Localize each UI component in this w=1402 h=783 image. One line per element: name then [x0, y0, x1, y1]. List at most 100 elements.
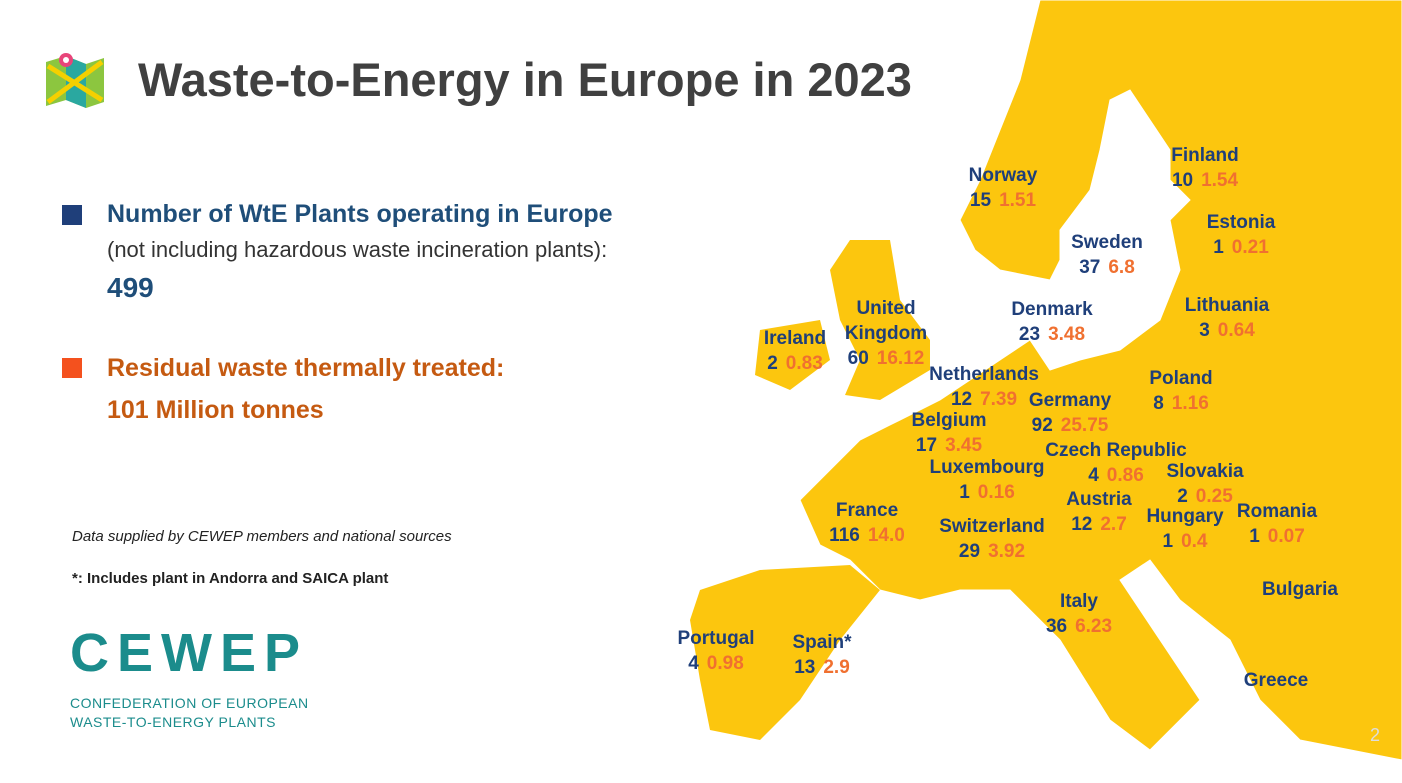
country-values: 17 3.45 [912, 433, 987, 458]
country-label: United Kingdom 60 16.12 [836, 296, 936, 371]
plant-count: 116 [829, 525, 860, 546]
country-name: Czech Republic [1045, 440, 1187, 461]
country-values: 23 3.48 [1011, 322, 1092, 347]
country-name: Belgium [911, 410, 987, 431]
plant-count: 12 [950, 389, 973, 410]
country-values: 8 1.16 [1149, 391, 1212, 416]
country-label: Sweden 37 6.8 [1071, 230, 1143, 280]
country-values: 37 6.8 [1071, 255, 1143, 280]
country-name: Luxembourg [929, 457, 1045, 478]
country-values: 92 25.75 [1029, 413, 1111, 438]
tonnes: 25.75 [1060, 415, 1109, 436]
country-label: Slovakia 2 0.25 [1166, 459, 1243, 509]
country-values: 1 0.16 [929, 480, 1044, 505]
country-name: Slovakia [1166, 461, 1244, 482]
country-name: Bulgaria [1261, 579, 1339, 600]
plant-count: 10 [1171, 170, 1194, 191]
legend-label: Number of WtE Plants operating in Europe [107, 200, 613, 228]
plant-count: 17 [915, 435, 938, 456]
plant-count: 8 [1153, 393, 1164, 414]
plant-count: 36 [1045, 616, 1068, 637]
tonnes: 2.7 [1100, 514, 1127, 535]
country-name: Switzerland [939, 516, 1045, 537]
country-label: Greece [1244, 668, 1308, 693]
plant-count: 1 [959, 482, 970, 503]
tonnes: 3.48 [1048, 324, 1086, 345]
plant-count: 12 [1071, 514, 1093, 535]
country-name: Estonia [1206, 212, 1276, 233]
mainland [799, 0, 1402, 761]
legend-value: 101 Million tonnes [107, 396, 324, 424]
plant-count: 4 [688, 653, 699, 674]
country-label: Czech Republic 4 0.86 [1045, 438, 1186, 488]
country-label: Portugal 4 0.98 [677, 626, 754, 676]
tonnes: 14.0 [867, 525, 905, 546]
country-name: United Kingdom [844, 298, 928, 344]
tonnes: 0.21 [1231, 237, 1269, 258]
plant-count: 2 [767, 353, 778, 374]
country-label: Romania 1 0.07 [1237, 499, 1317, 549]
tonnes: 3.92 [988, 541, 1026, 562]
legend-label: Residual waste thermally treated: [107, 354, 505, 382]
country-values: 116 14.0 [829, 523, 905, 548]
tonnes: 1.51 [999, 190, 1037, 211]
country-label: Switzerland 29 3.92 [939, 514, 1045, 564]
tonnes: 3.45 [945, 435, 983, 456]
country-values: 1 0.21 [1207, 235, 1276, 260]
country-label: Luxembourg 1 0.16 [929, 455, 1044, 505]
country-label: Norway 15 1.51 [969, 163, 1038, 213]
country-label: Belgium 17 3.45 [912, 408, 987, 458]
tonnes: 0.16 [977, 482, 1015, 503]
country-label: Lithuania 3 0.64 [1185, 293, 1269, 343]
legend-swatch [62, 358, 82, 378]
tonnes: 7.39 [980, 389, 1018, 410]
plant-count: 29 [958, 541, 981, 562]
great-britain [830, 240, 930, 400]
country-label: Estonia 1 0.21 [1207, 210, 1276, 260]
plant-count: 1 [1213, 237, 1224, 258]
logo-name: CEWEP [70, 623, 309, 683]
plant-count: 13 [794, 657, 816, 678]
country-name: Greece [1243, 670, 1309, 691]
country-name: Finland [1171, 145, 1239, 166]
country-label: France 116 14.0 [829, 498, 905, 548]
country-name: Norway [968, 165, 1038, 186]
country-name: Austria [1066, 489, 1132, 510]
country-label: Spain* 13 2.9 [792, 630, 851, 680]
country-values: 1 0.4 [1146, 529, 1223, 554]
country-name: Denmark [1011, 299, 1093, 320]
legend-swatch [62, 205, 82, 225]
country-values: 4 0.98 [677, 651, 754, 676]
plant-count: 23 [1018, 324, 1041, 345]
country-name: Italy [1059, 591, 1099, 612]
country-values: 12 7.39 [929, 387, 1039, 412]
page-number: 2 [1370, 725, 1381, 745]
tonnes: 0.98 [706, 653, 744, 674]
plant-count: 92 [1031, 415, 1053, 436]
country-label: Netherlands 12 7.39 [929, 362, 1039, 412]
country-label: Hungary 1 0.4 [1146, 504, 1223, 554]
plant-count: 4 [1088, 465, 1099, 486]
tonnes: 0.83 [785, 353, 823, 374]
country-label: Italy 36 6.23 [1046, 589, 1112, 639]
tonnes: 2.9 [823, 657, 850, 678]
country-label: Bulgaria [1262, 577, 1338, 602]
legend-value: 499 [107, 272, 154, 303]
country-name: France [835, 500, 899, 521]
logo-line: WASTE-TO-ENERGY PLANTS [70, 714, 276, 730]
footnote: *: Includes plant in Andorra and SAICA p… [72, 570, 389, 587]
country-label: Austria 12 2.7 [1066, 487, 1131, 537]
country-values: 1 0.07 [1237, 524, 1317, 549]
country-name: Portugal [677, 628, 755, 649]
plant-count: 1 [1249, 526, 1260, 547]
country-name: Netherlands [929, 364, 1039, 385]
country-label: Poland 8 1.16 [1149, 366, 1212, 416]
country-values: 13 2.9 [792, 655, 851, 680]
country-name: Romania [1236, 501, 1318, 522]
map-icon [46, 53, 104, 108]
country-name: Hungary [1146, 506, 1224, 527]
country-values: 2 0.83 [764, 351, 826, 376]
country-label: Germany 92 25.75 [1029, 388, 1111, 438]
